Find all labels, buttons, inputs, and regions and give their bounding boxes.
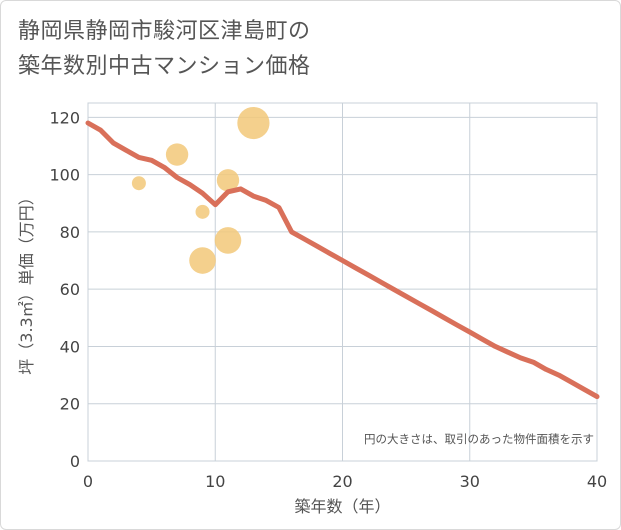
bubble-point (165, 143, 189, 166)
y-tick-label: 120 (49, 108, 80, 127)
bubble-point (216, 169, 240, 192)
y-axis-title: 坪（3.3㎡）単価（万円） (17, 189, 36, 374)
y-tick-label: 100 (49, 166, 80, 185)
y-tick-label: 80 (60, 223, 80, 242)
x-axis-title: 築年数（年） (294, 497, 390, 516)
x-tick-label: 20 (332, 472, 352, 491)
bubble-size-note: 円の大きさは、取引のあった物件面積を示す (364, 432, 594, 446)
y-tick-label: 0 (70, 452, 80, 471)
x-tick-label: 0 (83, 472, 93, 491)
x-axis-ticks: 0 10 20 30 40 (83, 472, 607, 491)
bubble-point (195, 204, 210, 219)
bubble-point (189, 247, 216, 274)
y-axis-ticks: 0 20 40 60 80 100 120 (49, 108, 80, 471)
x-tick-label: 40 (587, 472, 607, 491)
title-line-1: 静岡県静岡市駿河区津島町の (18, 19, 311, 44)
y-tick-label: 40 (60, 337, 80, 356)
y-tick-label: 60 (60, 280, 80, 299)
bubble-point (131, 176, 146, 191)
chart-title: 静岡県静岡市駿河区津島町の 築年数別中古マンション価格 (18, 14, 311, 84)
bubble-point (237, 106, 270, 140)
x-tick-label: 10 (205, 472, 225, 491)
y-tick-label: 20 (60, 395, 80, 414)
bubble-series (131, 106, 270, 274)
title-line-2: 築年数別中古マンション価格 (18, 54, 311, 79)
x-tick-label: 30 (460, 472, 480, 491)
trend-line (85, 120, 600, 400)
bubble-point (214, 227, 242, 254)
